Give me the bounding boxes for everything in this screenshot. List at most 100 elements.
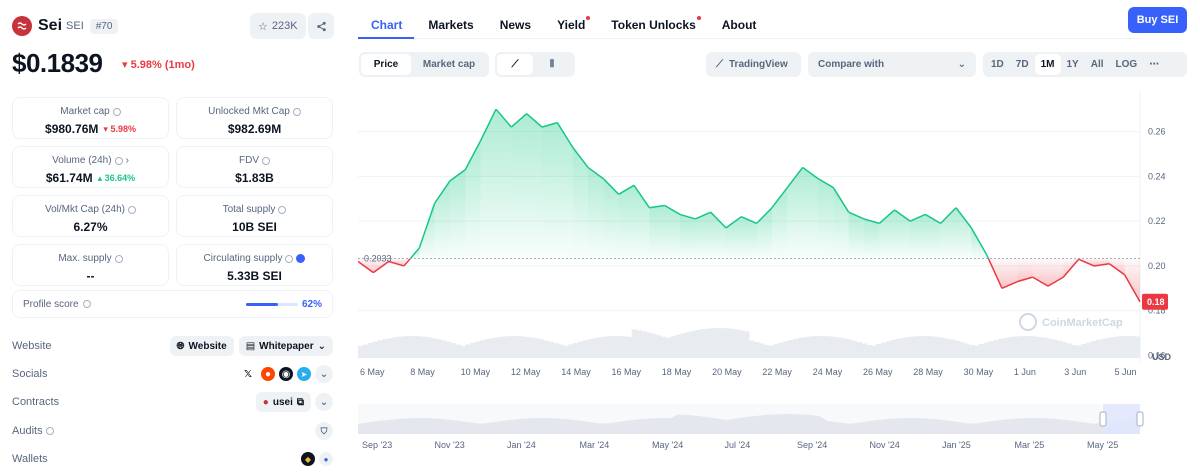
- info-icon[interactable]: [285, 254, 294, 263]
- stat-label: Circulating supply: [203, 253, 283, 264]
- x-tick-label: 5 Jun: [1115, 367, 1137, 377]
- volume-bar: [387, 338, 393, 358]
- price-chart[interactable]: 0.26 0.24 0.22 0.20 0.18 0.16 0.2033 0.18 CoinMa…: [357, 90, 1198, 473]
- navigator-selection: [1103, 404, 1140, 434]
- line-chart-icon[interactable]: ⟋: [497, 54, 533, 75]
- price-line-segment: [464, 140, 482, 171]
- volume-bar: [1076, 345, 1082, 358]
- info-icon[interactable]: [262, 156, 270, 165]
- more-options-icon[interactable]: ⋯: [1149, 59, 1160, 70]
- tab-markets[interactable]: Markets: [428, 18, 474, 32]
- price-line-segment: [449, 169, 466, 182]
- range-log[interactable]: LOG: [1115, 59, 1138, 70]
- area-fill: [680, 214, 696, 259]
- area-fill: [450, 169, 466, 259]
- tab-chart[interactable]: Chart: [371, 18, 403, 32]
- price-line-segment: [863, 218, 880, 225]
- range-1d[interactable]: 1D: [991, 59, 1004, 70]
- volume-bar: [524, 336, 530, 358]
- volume-bar: [920, 336, 926, 358]
- shield-icon[interactable]: ⛉: [315, 422, 333, 440]
- watchlist-button[interactable]: ☆ 223K: [250, 13, 306, 39]
- tab-news[interactable]: News: [499, 18, 532, 32]
- unlocked-cap-value: $982.69M: [227, 122, 282, 136]
- github-icon[interactable]: ◉: [279, 367, 293, 381]
- volume-bar: [924, 336, 931, 358]
- tab-yield[interactable]: Yield: [557, 16, 591, 32]
- area-fill: [419, 203, 435, 259]
- contract-pill[interactable]: ● usei ⧉: [255, 392, 311, 412]
- x-twitter-icon[interactable]: 𝕏: [239, 365, 257, 383]
- price-line-segment: [1017, 276, 1033, 283]
- volume-bar: [529, 337, 535, 358]
- candlestick-icon[interactable]: ⫴: [549, 59, 555, 70]
- volume-bar: [1012, 336, 1019, 358]
- wallet-icon-2[interactable]: ●: [319, 452, 333, 466]
- volume-bar: [1032, 336, 1038, 358]
- area-fill: [572, 147, 588, 259]
- tab-bar: Chart Markets News Yield Token Unlocks A…: [358, 10, 782, 40]
- navigator-label: Mar '25: [1015, 440, 1045, 450]
- volume-box[interactable]: Volume (24h) › $61.74M ▴ 36.64%: [12, 146, 169, 188]
- range-1m[interactable]: 1M: [1034, 54, 1061, 75]
- more-socials-button[interactable]: ⌄: [315, 365, 333, 383]
- info-icon[interactable]: [128, 205, 137, 214]
- reddit-icon[interactable]: ●: [261, 367, 275, 381]
- more-contracts-button[interactable]: ⌄: [315, 393, 333, 411]
- profile-score[interactable]: Profile score 62%: [12, 290, 333, 318]
- share-button[interactable]: [308, 13, 334, 39]
- navigator-label: May '25: [1087, 440, 1118, 450]
- profile-score-value: 62%: [301, 298, 322, 310]
- area-fill: [511, 113, 527, 259]
- volume-bar: [822, 336, 828, 358]
- telegram-icon[interactable]: ➤: [297, 367, 311, 381]
- area-fill: [1017, 258, 1033, 282]
- contracts-label: Contracts: [12, 396, 60, 408]
- volume-bar: [944, 338, 950, 358]
- range-1y[interactable]: 1Y: [1066, 59, 1079, 70]
- volume-bar: [626, 336, 633, 358]
- volume-bar: [695, 330, 701, 358]
- area-fill: [496, 109, 512, 259]
- range-all[interactable]: All: [1090, 59, 1104, 70]
- range-7d[interactable]: 7D: [1015, 59, 1029, 70]
- area-fill: [741, 216, 757, 259]
- volume-bar: [915, 336, 921, 358]
- info-icon[interactable]: [278, 205, 287, 214]
- info-icon[interactable]: [292, 107, 301, 116]
- navigator-label: Jan '24: [507, 440, 536, 450]
- tab-about[interactable]: About: [721, 18, 757, 32]
- volume-bar: [636, 330, 642, 358]
- rank-badge: #70: [89, 18, 119, 34]
- tradingview-button[interactable]: ⟋ TradingView: [706, 52, 801, 77]
- price-line-segment: [725, 216, 742, 229]
- price-toggle[interactable]: Price: [361, 54, 411, 75]
- market-cap-toggle[interactable]: Market cap: [422, 59, 476, 70]
- info-icon[interactable]: [45, 427, 54, 435]
- volume-bar: [964, 343, 970, 358]
- volume-value: $61.74M: [45, 171, 93, 185]
- x-tick-label: 30 May: [964, 367, 994, 377]
- navigator-label: Nov '23: [435, 440, 465, 450]
- compare-select[interactable]: Compare with ⌄: [808, 52, 976, 77]
- tab-token-unlocks[interactable]: Token Unlocks: [611, 16, 701, 32]
- whitepaper-button-label: Whitepaper: [259, 340, 314, 352]
- volume-bar: [978, 344, 985, 358]
- area-fill: [802, 167, 818, 259]
- volume-bar: [905, 337, 911, 358]
- info-icon[interactable]: [112, 107, 121, 116]
- info-icon[interactable]: [114, 254, 123, 263]
- notification-dot: [696, 16, 701, 20]
- website-button[interactable]: 🌐︎ Website: [169, 336, 234, 356]
- price-line-segment: [409, 247, 420, 260]
- volume-bar: [895, 338, 902, 358]
- whitepaper-button[interactable]: ▤ Whitepaper ⌄: [238, 336, 333, 356]
- contract-name: usei: [272, 396, 293, 408]
- wallet-icon[interactable]: ◆: [301, 452, 315, 466]
- volume-bar: [607, 336, 613, 358]
- info-icon[interactable]: [114, 156, 123, 165]
- copy-icon[interactable]: ⧉: [296, 396, 304, 408]
- star-icon: ☆: [258, 20, 268, 33]
- buy-button[interactable]: Buy SEI: [1128, 7, 1187, 33]
- volume-bar: [1052, 339, 1058, 358]
